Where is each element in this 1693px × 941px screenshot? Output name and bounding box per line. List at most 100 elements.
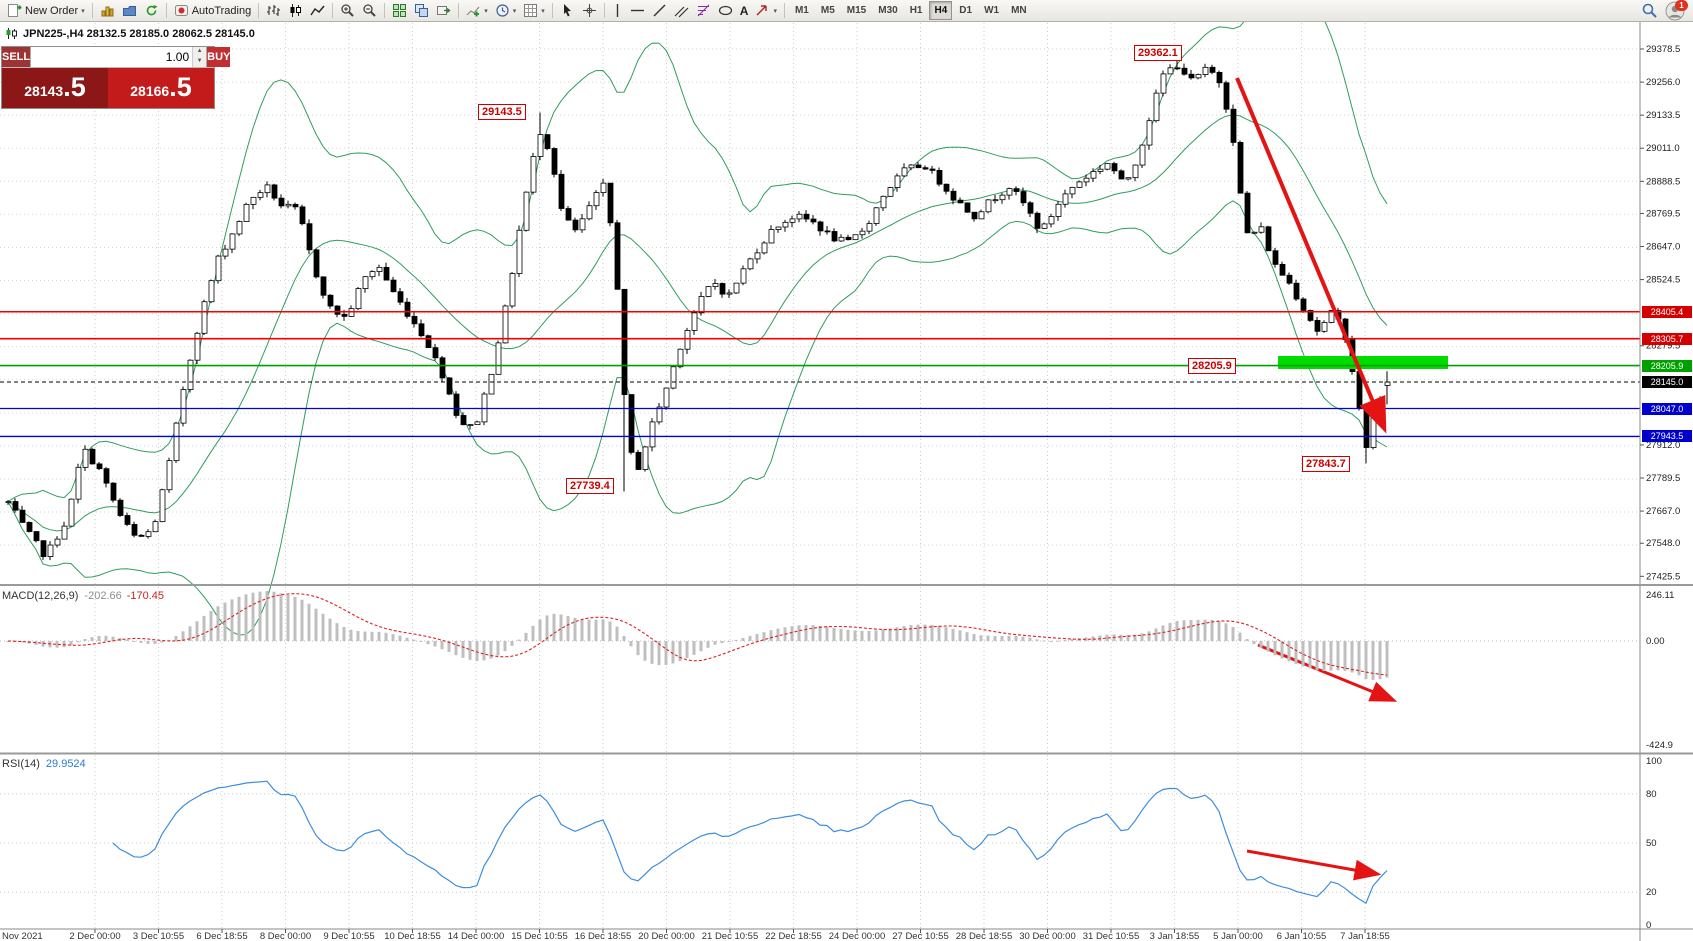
chart-stack-button[interactable]: [97, 1, 118, 21]
buy-button[interactable]: BUY: [207, 47, 231, 67]
price-callout-label[interactable]: 27739.4: [566, 478, 614, 494]
templates-button[interactable]: ▾: [520, 1, 548, 21]
svg-text:27667.0: 27667.0: [1646, 506, 1680, 517]
arrows-tool-button[interactable]: ▾: [752, 1, 780, 21]
profiles-icon: [122, 6, 136, 16]
volume-up-button[interactable]: ▲: [193, 47, 207, 57]
vertical-line-icon: [616, 4, 618, 17]
profiles-button[interactable]: [119, 1, 140, 21]
crosshair-button[interactable]: [579, 1, 600, 21]
svg-text:0.00: 0.00: [1646, 636, 1665, 647]
timeframe-button-h1[interactable]: H1: [909, 5, 923, 16]
svg-text:27912.0: 27912.0: [1646, 440, 1680, 451]
cascade-windows-button[interactable]: [411, 1, 432, 21]
text-tool-icon: A: [739, 3, 749, 18]
fibonacci-tool-button[interactable]: [693, 1, 714, 21]
svg-text:27789.5: 27789.5: [1646, 473, 1680, 484]
chart-context-icon: [6, 28, 17, 39]
svg-text:10 Dec 18:55: 10 Dec 18:55: [384, 931, 441, 941]
channel-tool-button[interactable]: [671, 1, 692, 21]
sell-button[interactable]: SELL: [2, 47, 31, 67]
rsi-label: RSI(14): [2, 758, 40, 770]
toolbar-separator: [783, 3, 785, 18]
trendline-tool-button[interactable]: [649, 1, 670, 21]
toolbar: New Order ▾: [0, 0, 1693, 22]
macd-label: MACD(12,26,9): [2, 590, 79, 602]
indicators-icon: [466, 6, 480, 17]
new-order-button[interactable]: New Order ▾: [4, 1, 88, 21]
cursor-button[interactable]: [557, 1, 578, 21]
svg-text:20: 20: [1646, 887, 1657, 898]
timeframe-button-m15[interactable]: M15: [846, 5, 867, 16]
macd-signal-value: -170.45: [126, 590, 165, 602]
buy-price[interactable]: 28166.5: [108, 68, 214, 108]
svg-text:6 Dec 18:55: 6 Dec 18:55: [196, 931, 247, 941]
shapes-tool-button[interactable]: [715, 1, 736, 21]
toolbar-separator: [603, 3, 605, 18]
arrow-tool-icon: [756, 5, 768, 16]
line-chart-icon: [310, 5, 325, 16]
timeframe-button-m30[interactable]: M30: [878, 5, 898, 16]
axis-price-box: 28047.0: [1642, 402, 1692, 415]
ellipse-shape-icon: [718, 5, 732, 16]
tile-windows-button[interactable]: [389, 1, 410, 21]
one-click-trading-panel: SELL ▲ ▼ BUY 28143.5 28166.5: [1, 46, 231, 109]
horizontal-line-tool-button[interactable]: [627, 1, 648, 21]
search-button[interactable]: [1638, 1, 1661, 21]
timeframe-button-d1[interactable]: D1: [959, 5, 973, 16]
svg-text:7 Jan 18:55: 7 Jan 18:55: [1340, 931, 1390, 941]
autotrading-icon: [174, 5, 188, 16]
chart-stack-icon: [101, 6, 114, 17]
svg-text:28279.5: 28279.5: [1646, 341, 1680, 352]
templates-icon: [524, 4, 538, 17]
sell-price[interactable]: 28143.5: [2, 68, 108, 108]
volume-input[interactable]: [31, 47, 193, 67]
timeframe-button-w1[interactable]: W1: [984, 5, 1000, 16]
svg-text:2 Dec 00:00: 2 Dec 00:00: [69, 931, 120, 941]
svg-text:6 Jan 10:55: 6 Jan 10:55: [1277, 931, 1327, 941]
svg-text:9 Dec 10:55: 9 Dec 10:55: [323, 931, 374, 941]
toolbar-separator: [91, 3, 93, 18]
zoom-in-button[interactable]: [337, 1, 358, 21]
volume-down-button[interactable]: ▼: [193, 57, 207, 67]
svg-text:100: 100: [1646, 756, 1662, 767]
auto-scroll-button[interactable]: [433, 1, 454, 21]
tile-windows-icon: [393, 4, 407, 17]
price-callout-label[interactable]: 29362.1: [1134, 45, 1182, 61]
price-callout-label[interactable]: 27843.7: [1302, 456, 1350, 472]
timeframe-button-m1[interactable]: M1: [794, 5, 809, 16]
svg-text:21 Dec 10:55: 21 Dec 10:55: [702, 931, 759, 941]
search-icon: [1642, 3, 1657, 18]
svg-text:50: 50: [1646, 838, 1657, 849]
line-chart-button[interactable]: [307, 1, 328, 21]
text-tool-button[interactable]: A: [737, 1, 752, 21]
bar-chart-button[interactable]: [263, 1, 284, 21]
volume-field: ▲ ▼: [30, 47, 208, 67]
refresh-button[interactable]: [141, 1, 162, 21]
account-button[interactable]: 1: [1665, 0, 1688, 21]
timeframe-button-mn[interactable]: MN: [1011, 5, 1027, 16]
toolbar-separator: [165, 3, 167, 18]
svg-text:28524.5: 28524.5: [1646, 275, 1680, 286]
svg-text:29133.5: 29133.5: [1646, 110, 1680, 121]
vertical-line-tool-button[interactable]: [609, 1, 626, 21]
candlestick-chart-button[interactable]: [285, 1, 306, 21]
rsi-header: RSI(14) 29.9524: [2, 758, 86, 770]
price-callout-label[interactable]: 28205.9: [1188, 358, 1236, 374]
indicators-button[interactable]: ▾: [463, 1, 491, 21]
svg-text:20 Dec 00:00: 20 Dec 00:00: [638, 931, 695, 941]
equidistant-channel-icon: [674, 6, 689, 18]
svg-text:16 Dec 18:55: 16 Dec 18:55: [575, 931, 632, 941]
svg-text:246.11: 246.11: [1646, 590, 1674, 601]
chevron-down-icon: ▾: [512, 7, 517, 15]
zoom-out-button[interactable]: [359, 1, 380, 21]
timeframe-button-h4[interactable]: H4: [929, 1, 953, 20]
toolbar-separator: [332, 3, 334, 18]
price-callout-label[interactable]: 29143.5: [478, 104, 526, 120]
timeframe-button-m5[interactable]: M5: [820, 5, 835, 16]
autotrading-button[interactable]: AutoTrading: [171, 1, 255, 21]
periods-button[interactable]: ▾: [492, 1, 520, 21]
notification-badge: 1: [1675, 0, 1688, 11]
time-axis-layer: Nov 2021 2 Dec 00:00 3 Dec 10:55 6 Dec 18:5…: [2, 929, 1390, 941]
